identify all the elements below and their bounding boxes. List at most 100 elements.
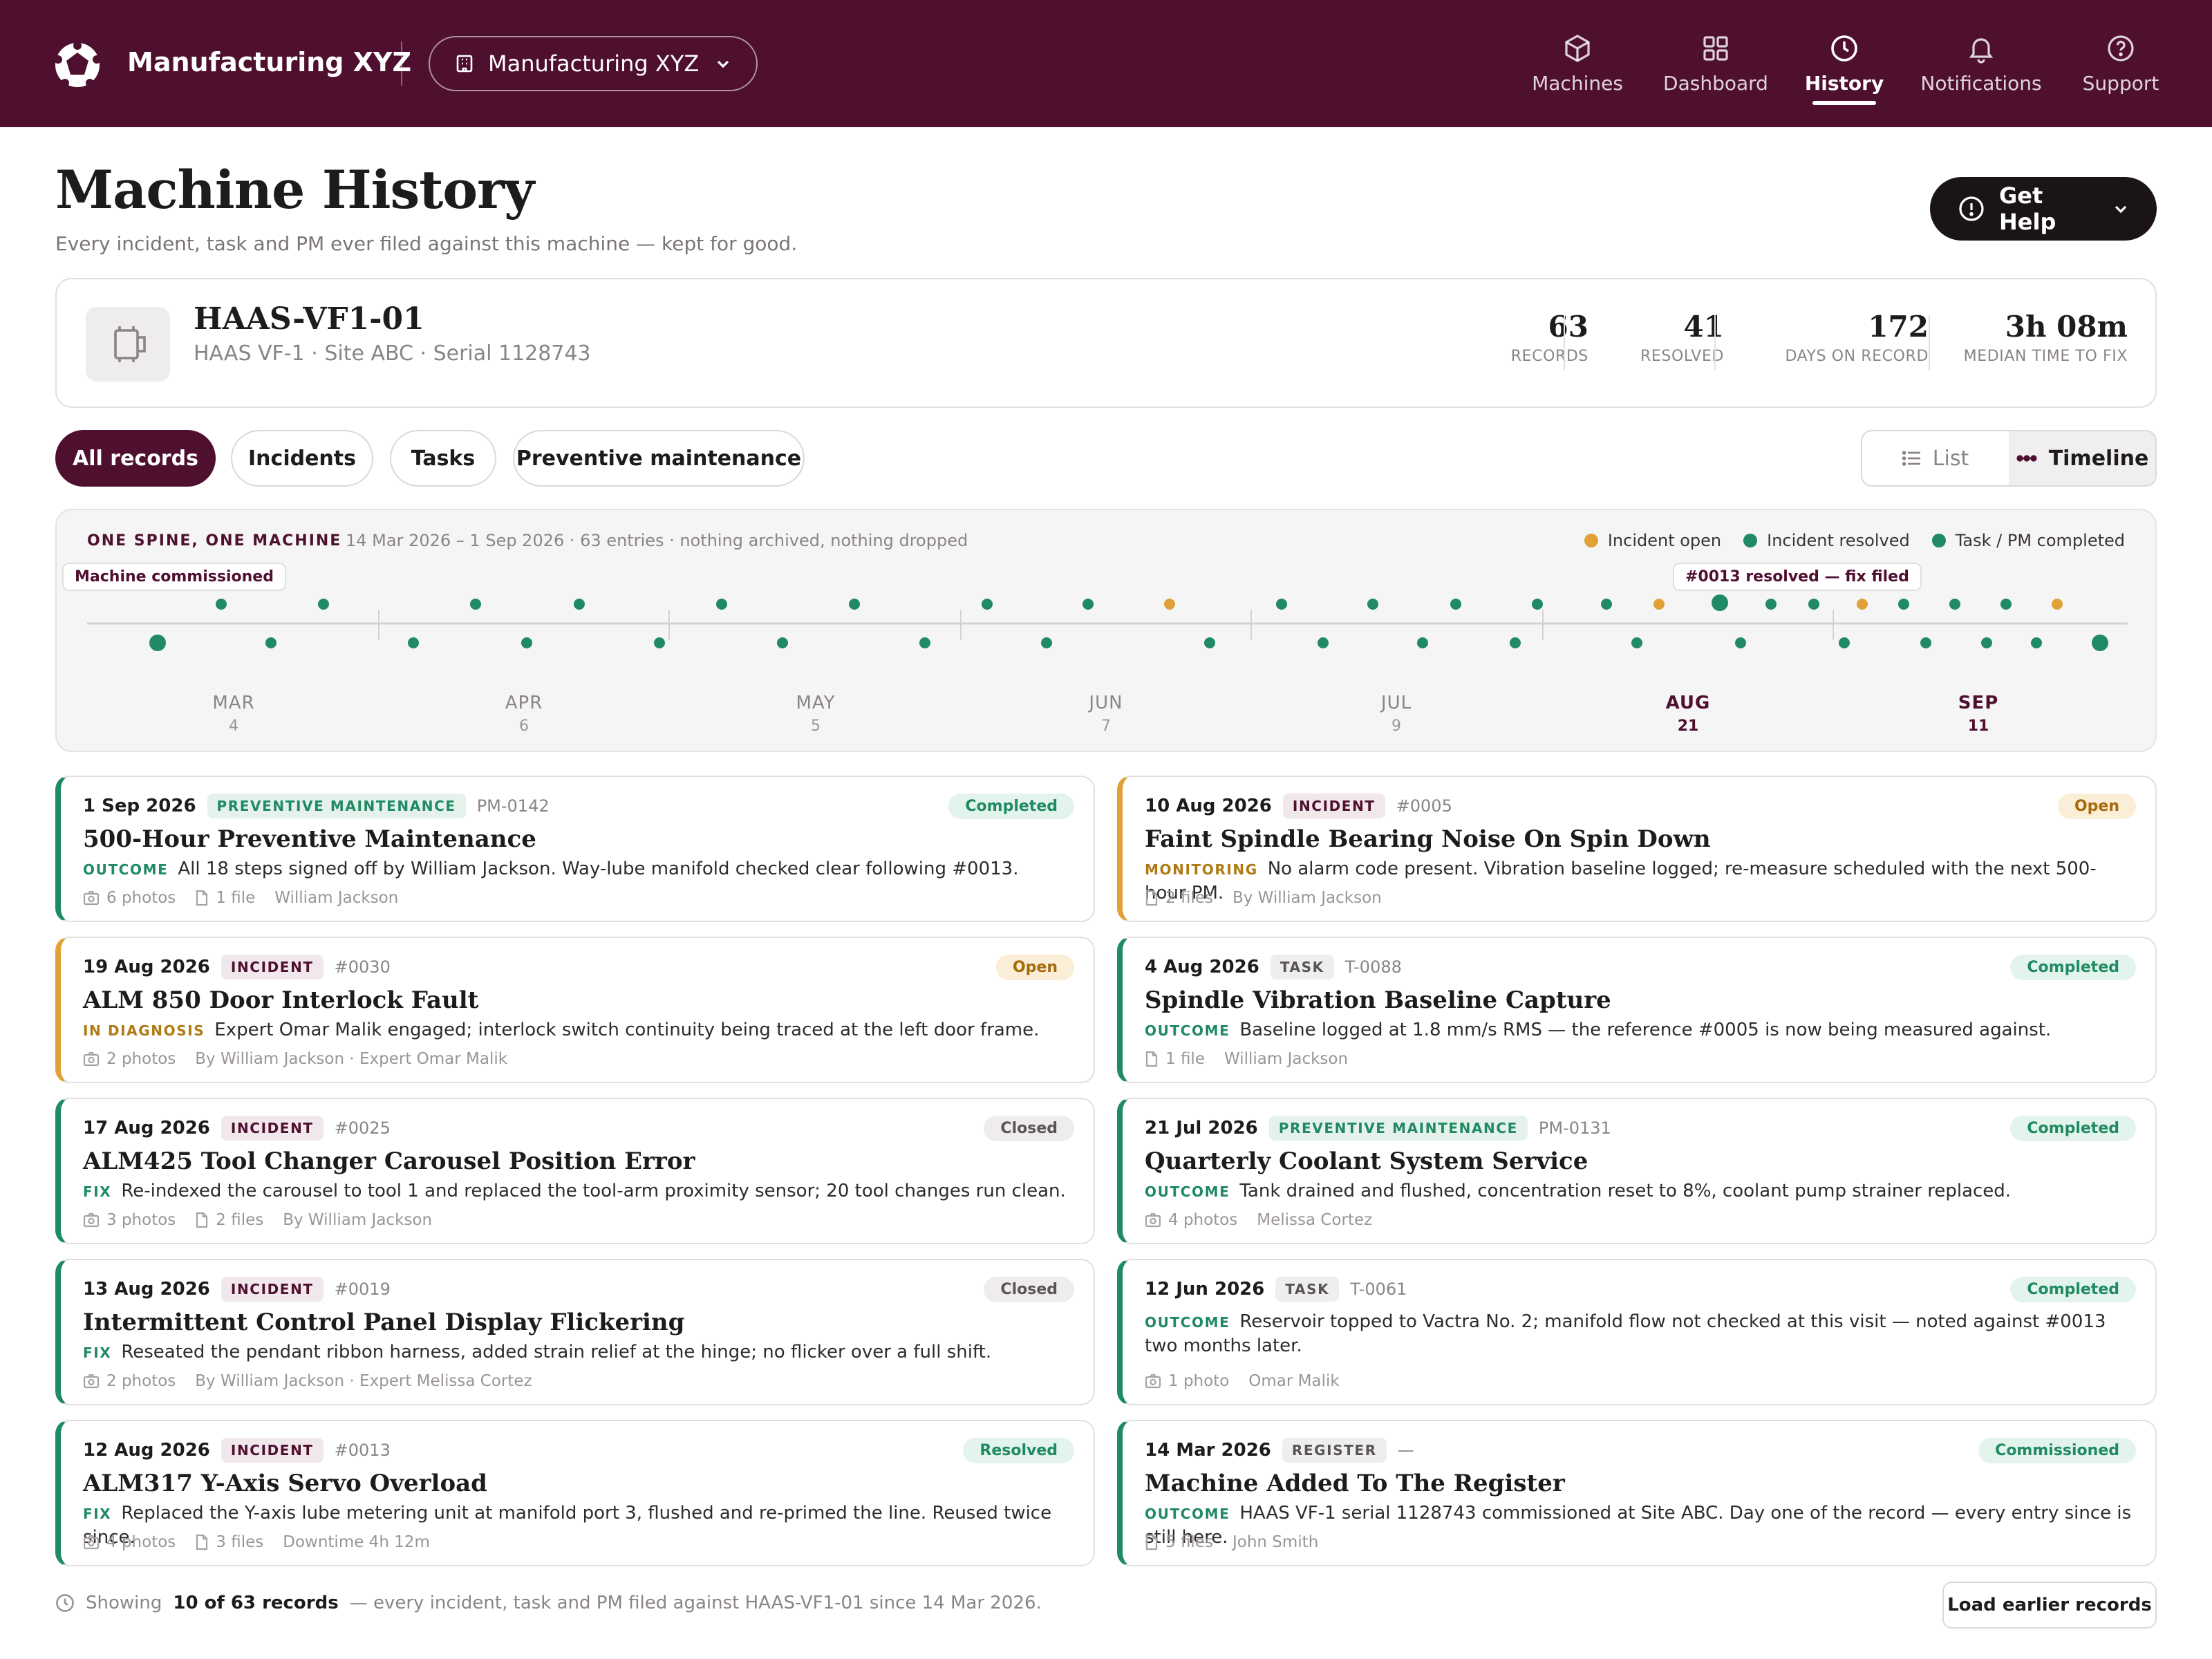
- record-title[interactable]: 500-Hour Preventive Maintenance: [83, 825, 536, 853]
- record-date: 10 Aug 2026: [1145, 796, 1272, 816]
- record-card[interactable]: 4 Aug 2026 TASK T-0088 Completed Spindle Vib…: [1117, 937, 2157, 1083]
- timeline-event-dot[interactable]: [1808, 599, 1819, 610]
- timeline-event-dot[interactable]: [849, 599, 860, 610]
- timeline-event-dot[interactable]: [1898, 599, 1909, 610]
- timeline-event-dot[interactable]: [1204, 637, 1215, 648]
- record-card[interactable]: 14 Mar 2026 REGISTER — Commissioned Machine …: [1117, 1420, 2157, 1566]
- record-code[interactable]: #0013: [334, 1441, 391, 1460]
- timeline-event-dot[interactable]: [1735, 637, 1746, 648]
- record-title[interactable]: Quarterly Coolant System Service: [1145, 1147, 1588, 1175]
- nav-notifications[interactable]: Notifications: [1920, 0, 2042, 127]
- brand-name[interactable]: Manufacturing XYZ: [127, 47, 412, 77]
- timeline-event-dot[interactable]: [1981, 637, 1992, 648]
- timeline-event-dot[interactable]: [470, 599, 481, 610]
- timeline-event-dot[interactable]: [1082, 599, 1094, 610]
- record-code[interactable]: #0025: [334, 1118, 391, 1138]
- timeline-event-dot[interactable]: [318, 599, 329, 610]
- filter-incidents[interactable]: Incidents: [231, 430, 373, 487]
- record-title[interactable]: Machine Added To The Register: [1145, 1470, 1565, 1497]
- record-body-key: MONITORING: [1145, 861, 1258, 878]
- timeline-event-dot[interactable]: [1367, 599, 1378, 610]
- record-body-key: OUTCOME: [1145, 1506, 1230, 1522]
- record-title[interactable]: ALM317 Y-Axis Servo Overload: [83, 1470, 487, 1497]
- get-help-button[interactable]: Get Help: [1930, 177, 2157, 241]
- timeline-event-dot[interactable]: [1949, 599, 1960, 610]
- record-code[interactable]: PM-0142: [476, 796, 550, 816]
- record-date: 21 Jul 2026: [1145, 1118, 1258, 1138]
- filter-preventive-maintenance[interactable]: Preventive maintenance: [513, 430, 805, 487]
- timeline-event-dot[interactable]: [1164, 599, 1175, 610]
- record-code[interactable]: #0019: [334, 1280, 391, 1299]
- record-title[interactable]: Spindle Vibration Baseline Capture: [1145, 986, 1611, 1014]
- record-card[interactable]: 1 Sep 2026 PREVENTIVE MAINTENANCE PM-0142 C…: [55, 776, 1095, 922]
- record-code[interactable]: #0005: [1396, 796, 1452, 816]
- filter-all-records[interactable]: All records: [55, 430, 216, 487]
- record-card[interactable]: 19 Aug 2026 INCIDENT #0030 Open ALM 850 Door…: [55, 937, 1095, 1083]
- timeline-event-dot[interactable]: [2092, 635, 2108, 651]
- timeline-event-dot[interactable]: [265, 637, 276, 648]
- record-meta: 1 file William Jackson: [1145, 1050, 1348, 1068]
- record-title[interactable]: ALM 850 Door Interlock Fault: [83, 986, 479, 1014]
- timeline-event-dot[interactable]: [2052, 599, 2063, 610]
- record-code[interactable]: PM-0131: [1538, 1118, 1611, 1138]
- timeline-event-dot[interactable]: [521, 637, 532, 648]
- record-body: OUTCOME Tank drained and flushed, concent…: [1145, 1179, 2133, 1203]
- timeline-event-dot[interactable]: [149, 635, 166, 651]
- load-earlier-button[interactable]: Load earlier records: [1942, 1582, 2157, 1629]
- record-title[interactable]: Intermittent Control Panel Display Flick…: [83, 1309, 685, 1336]
- timeline-event-dot[interactable]: [1857, 599, 1868, 610]
- timeline-event-dot[interactable]: [982, 599, 993, 610]
- timeline-event-dot[interactable]: [1765, 599, 1777, 610]
- timeline-event-dot[interactable]: [1532, 599, 1543, 610]
- record-code[interactable]: #0030: [334, 957, 391, 977]
- timeline-event-dot[interactable]: [1839, 637, 1850, 648]
- record-card[interactable]: 21 Jul 2026 PREVENTIVE MAINTENANCE PM-0131…: [1117, 1098, 2157, 1244]
- record-card[interactable]: 12 Aug 2026 INCIDENT #0013 Resolved ALM317 Y…: [55, 1420, 1095, 1566]
- nav-support[interactable]: Support: [2083, 0, 2159, 127]
- view-timeline-button[interactable]: Timeline: [2009, 431, 2155, 485]
- timeline-event-dot[interactable]: [1510, 637, 1521, 648]
- timeline-event-dot[interactable]: [408, 637, 419, 648]
- record-body-text: All 18 steps signed off by William Jacks…: [178, 859, 1019, 879]
- timeline-event-dot[interactable]: [1276, 599, 1287, 610]
- chevron-down-icon: [717, 60, 729, 68]
- timeline-event-dot[interactable]: [654, 637, 665, 648]
- timeline-event-dot[interactable]: [1712, 594, 1728, 611]
- record-code[interactable]: T-0088: [1344, 957, 1402, 977]
- timeline-spine: [87, 594, 2128, 651]
- timeline-event-dot[interactable]: [1318, 637, 1329, 648]
- record-card[interactable]: 12 Jun 2026 TASK T-0061 Completed OUTCOME Res…: [1117, 1259, 2157, 1405]
- timeline-event-dot[interactable]: [716, 599, 727, 610]
- nav-history[interactable]: History: [1805, 0, 1884, 127]
- record-code[interactable]: —: [1397, 1441, 1414, 1460]
- view-list-button[interactable]: List: [1862, 431, 2009, 485]
- record-title[interactable]: Faint Spindle Bearing Noise On Spin Down: [1145, 825, 1711, 853]
- timeline-event-dot[interactable]: [2000, 599, 2012, 610]
- nav-dashboard[interactable]: Dashboard: [1663, 0, 1768, 127]
- nav-machines[interactable]: Machines: [1532, 0, 1623, 127]
- record-code[interactable]: T-0061: [1350, 1280, 1407, 1299]
- record-card[interactable]: 13 Aug 2026 INCIDENT #0019 Closed Intermitte…: [55, 1259, 1095, 1405]
- timeline-event-dot[interactable]: [1653, 599, 1665, 610]
- brand-logo-icon[interactable]: [53, 40, 102, 90]
- record-card[interactable]: 10 Aug 2026 INCIDENT #0005 Open Faint Spindl…: [1117, 776, 2157, 922]
- timeline-event-dot[interactable]: [574, 599, 585, 610]
- site-selector[interactable]: Manufacturing XYZ: [429, 36, 758, 91]
- filter-tasks[interactable]: Tasks: [390, 430, 496, 487]
- top-bar: Manufacturing XYZ Manufacturing XYZ Mach…: [0, 0, 2212, 127]
- timeline-event-dot[interactable]: [1417, 637, 1428, 648]
- timeline-event-dot[interactable]: [919, 637, 930, 648]
- record-title[interactable]: ALM425 Tool Changer Carousel Position Er…: [83, 1147, 695, 1175]
- timeline-event-dot[interactable]: [216, 599, 227, 610]
- record-card[interactable]: 17 Aug 2026 INCIDENT #0025 Closed ALM425 Too…: [55, 1098, 1095, 1244]
- record-body-text: Re-indexed the carousel to tool 1 and re…: [121, 1181, 1066, 1201]
- annotation-0013-resolved[interactable]: #0013 resolved — fix filed: [1673, 563, 1922, 591]
- legend-label: Incident open: [1607, 531, 1722, 550]
- timeline-event-dot[interactable]: [1631, 637, 1642, 648]
- timeline-event-dot[interactable]: [777, 637, 788, 648]
- timeline-event-dot[interactable]: [1041, 637, 1052, 648]
- timeline-event-dot[interactable]: [1450, 599, 1461, 610]
- timeline-event-dot[interactable]: [1601, 599, 1612, 610]
- timeline-event-dot[interactable]: [1920, 637, 1931, 648]
- timeline-event-dot[interactable]: [2031, 637, 2042, 648]
